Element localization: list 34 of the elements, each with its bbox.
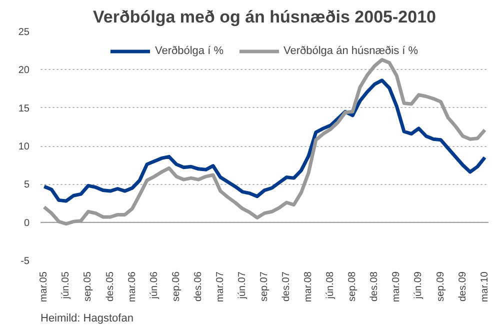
x-tick-label: sep.09	[435, 271, 446, 302]
x-tick-label: des.09	[457, 271, 468, 302]
legend-label: Verðbólga í %	[154, 45, 224, 57]
x-tick-label: des.06	[192, 271, 204, 302]
y-tick-label: 0	[24, 218, 30, 229]
y-tick-label: 10	[18, 142, 30, 152]
x-tick-label: mar.07	[214, 271, 226, 302]
x-tick-label: jún.09	[413, 271, 424, 300]
x-tick-label: mar.09	[391, 271, 402, 302]
x-tick-label: jún.07	[236, 271, 248, 300]
y-tick-label: 15	[18, 103, 30, 114]
y-tick-label: -5	[20, 256, 30, 267]
x-tick-label: mar.05	[38, 271, 50, 302]
x-tick-label: sep.08	[347, 271, 358, 302]
y-tick-label: 20	[18, 65, 30, 76]
legend-label: Verðbólga án húsnæðis í %	[283, 45, 418, 57]
line-series	[42, 78, 487, 203]
x-tick-label: mar.06	[126, 271, 138, 302]
x-tick-label: sep.05	[82, 271, 94, 302]
x-tick-label: jún.06	[148, 271, 160, 300]
x-tick-label: mar.10	[479, 271, 490, 302]
x-tick-label: jún.05	[60, 271, 72, 300]
x-tick-label: sep.06	[170, 271, 182, 302]
x-tick-label: jún.08	[325, 271, 336, 300]
text: Heimild: Hagstofan	[40, 312, 134, 324]
x-tick-label: mar.08	[303, 271, 314, 302]
line-series	[42, 58, 487, 226]
y-tick-label: 5	[24, 180, 30, 191]
chart-title: Verðbólga með og án húsnæðis 2005-2010	[93, 8, 436, 26]
x-tick-label: des.08	[369, 271, 380, 302]
x-tick-label: des.07	[281, 271, 292, 302]
y-tick-label: 25	[18, 27, 30, 38]
x-tick-label: des.05	[104, 271, 116, 302]
x-tick-label: sep.07	[259, 271, 270, 302]
